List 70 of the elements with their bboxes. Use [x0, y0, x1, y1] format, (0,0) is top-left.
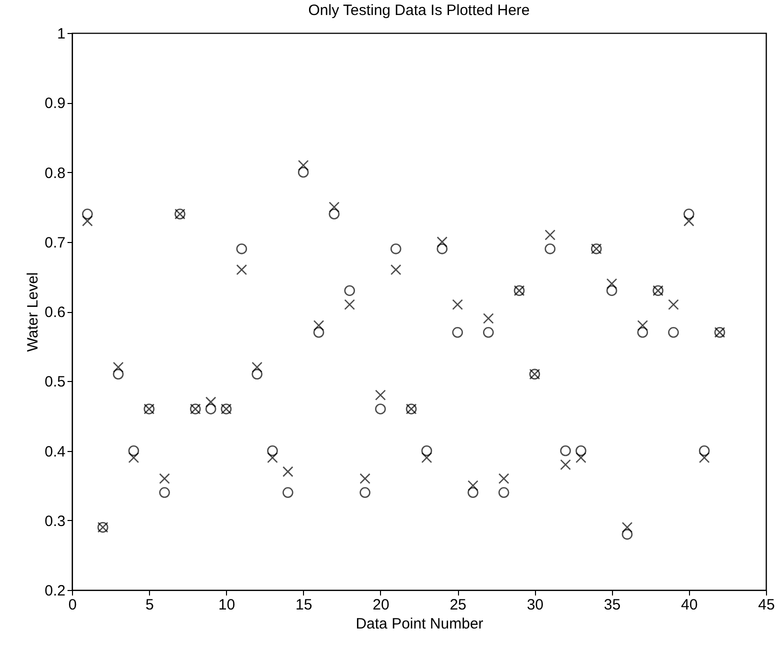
point	[498, 473, 510, 484]
point	[544, 230, 556, 240]
y-tick-label: 0.5	[44, 374, 66, 391]
point	[375, 404, 386, 414]
point	[668, 327, 679, 338]
point	[112, 368, 124, 380]
point	[313, 320, 324, 331]
point	[452, 299, 463, 310]
y-tick-label: 0.7	[44, 234, 66, 252]
point	[159, 473, 170, 484]
point	[375, 390, 386, 400]
point	[468, 487, 478, 498]
point	[498, 487, 510, 498]
y-tick-label: 0.9	[44, 95, 66, 112]
x-tick-label: 25	[450, 596, 466, 614]
point	[236, 243, 248, 254]
point	[544, 243, 556, 254]
point	[390, 243, 402, 254]
point	[560, 459, 571, 470]
point	[360, 487, 370, 498]
point	[436, 243, 448, 254]
point	[236, 264, 248, 276]
x-tick-label: 45	[758, 596, 775, 614]
point	[637, 320, 648, 331]
point	[298, 166, 309, 178]
x-tick-label: 5	[145, 596, 154, 614]
point	[344, 299, 355, 310]
point	[483, 313, 494, 324]
point	[282, 487, 294, 498]
point	[252, 362, 262, 373]
point	[159, 487, 170, 498]
x-tick-label: 0	[68, 596, 77, 614]
point	[606, 278, 618, 290]
point	[668, 299, 679, 310]
point	[298, 160, 309, 171]
y-tick-label: 0.8	[44, 164, 66, 182]
y-axis-title: Water Level	[24, 272, 42, 352]
x-tick-label: 10	[218, 596, 236, 614]
point	[560, 445, 571, 456]
point	[637, 327, 648, 338]
point	[344, 285, 355, 296]
point	[313, 327, 324, 338]
x-tick-label: 15	[295, 596, 312, 614]
y-tick-label: 1	[57, 26, 66, 42]
x-tick-label: 40	[681, 596, 698, 614]
point	[483, 327, 494, 338]
point	[328, 208, 340, 220]
point	[282, 466, 294, 478]
point	[205, 404, 216, 414]
y-tick-label: 0.2	[44, 582, 66, 600]
point	[112, 362, 124, 373]
point	[328, 202, 340, 212]
x-tick-label: 35	[604, 596, 621, 614]
y-tick-label: 0.4	[44, 443, 66, 460]
point	[452, 327, 463, 338]
chart-title: Only Testing Data Is Plotted Here	[308, 2, 530, 19]
y-tick-label: 0.3	[44, 512, 66, 530]
x-axis-title: Data Point Number	[356, 616, 484, 632]
point	[252, 368, 262, 380]
point	[360, 473, 370, 484]
point	[606, 285, 618, 296]
point	[205, 396, 216, 408]
point	[468, 480, 478, 491]
point	[622, 522, 633, 533]
y-tick-label: 0.6	[44, 304, 66, 321]
point	[436, 236, 448, 248]
x-tick-label: 30	[526, 596, 544, 614]
point	[390, 264, 402, 276]
point	[622, 528, 633, 540]
x-tick-label: 20	[372, 596, 390, 614]
